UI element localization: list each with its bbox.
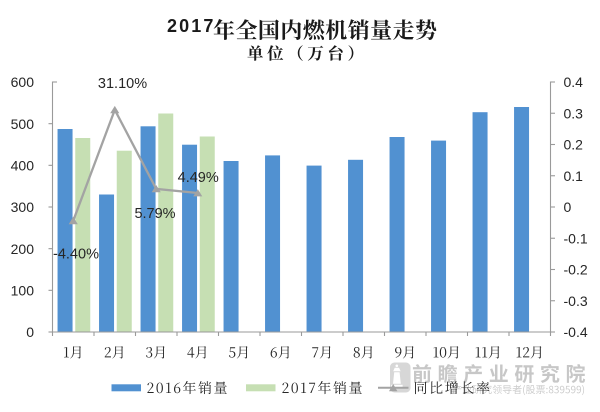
svg-text:5.79%: 5.79% [134,206,175,222]
svg-text:4.49%: 4.49% [178,170,219,186]
svg-text:0.1: 0.1 [564,168,584,184]
svg-text:-0.2: -0.2 [564,262,588,278]
svg-text:0.3: 0.3 [564,106,584,122]
svg-text:2017: 2017 [167,16,215,36]
svg-text:-0.3: -0.3 [564,293,588,309]
svg-text:100: 100 [11,283,35,299]
svg-text:-0.4: -0.4 [564,324,588,340]
svg-text:0: 0 [26,324,34,340]
svg-text:300: 300 [11,199,35,215]
svg-text:400: 400 [11,158,35,174]
svg-text:0.4: 0.4 [564,74,584,90]
svg-text:31.10%: 31.10% [98,76,147,92]
svg-text:500: 500 [11,116,35,132]
svg-text:-0.1: -0.1 [564,230,588,246]
svg-text:0: 0 [564,199,572,215]
svg-text:0.2: 0.2 [564,137,584,153]
svg-text:-4.40%: -4.40% [53,247,99,263]
svg-text:200: 200 [11,241,35,257]
svg-text:600: 600 [11,74,35,90]
